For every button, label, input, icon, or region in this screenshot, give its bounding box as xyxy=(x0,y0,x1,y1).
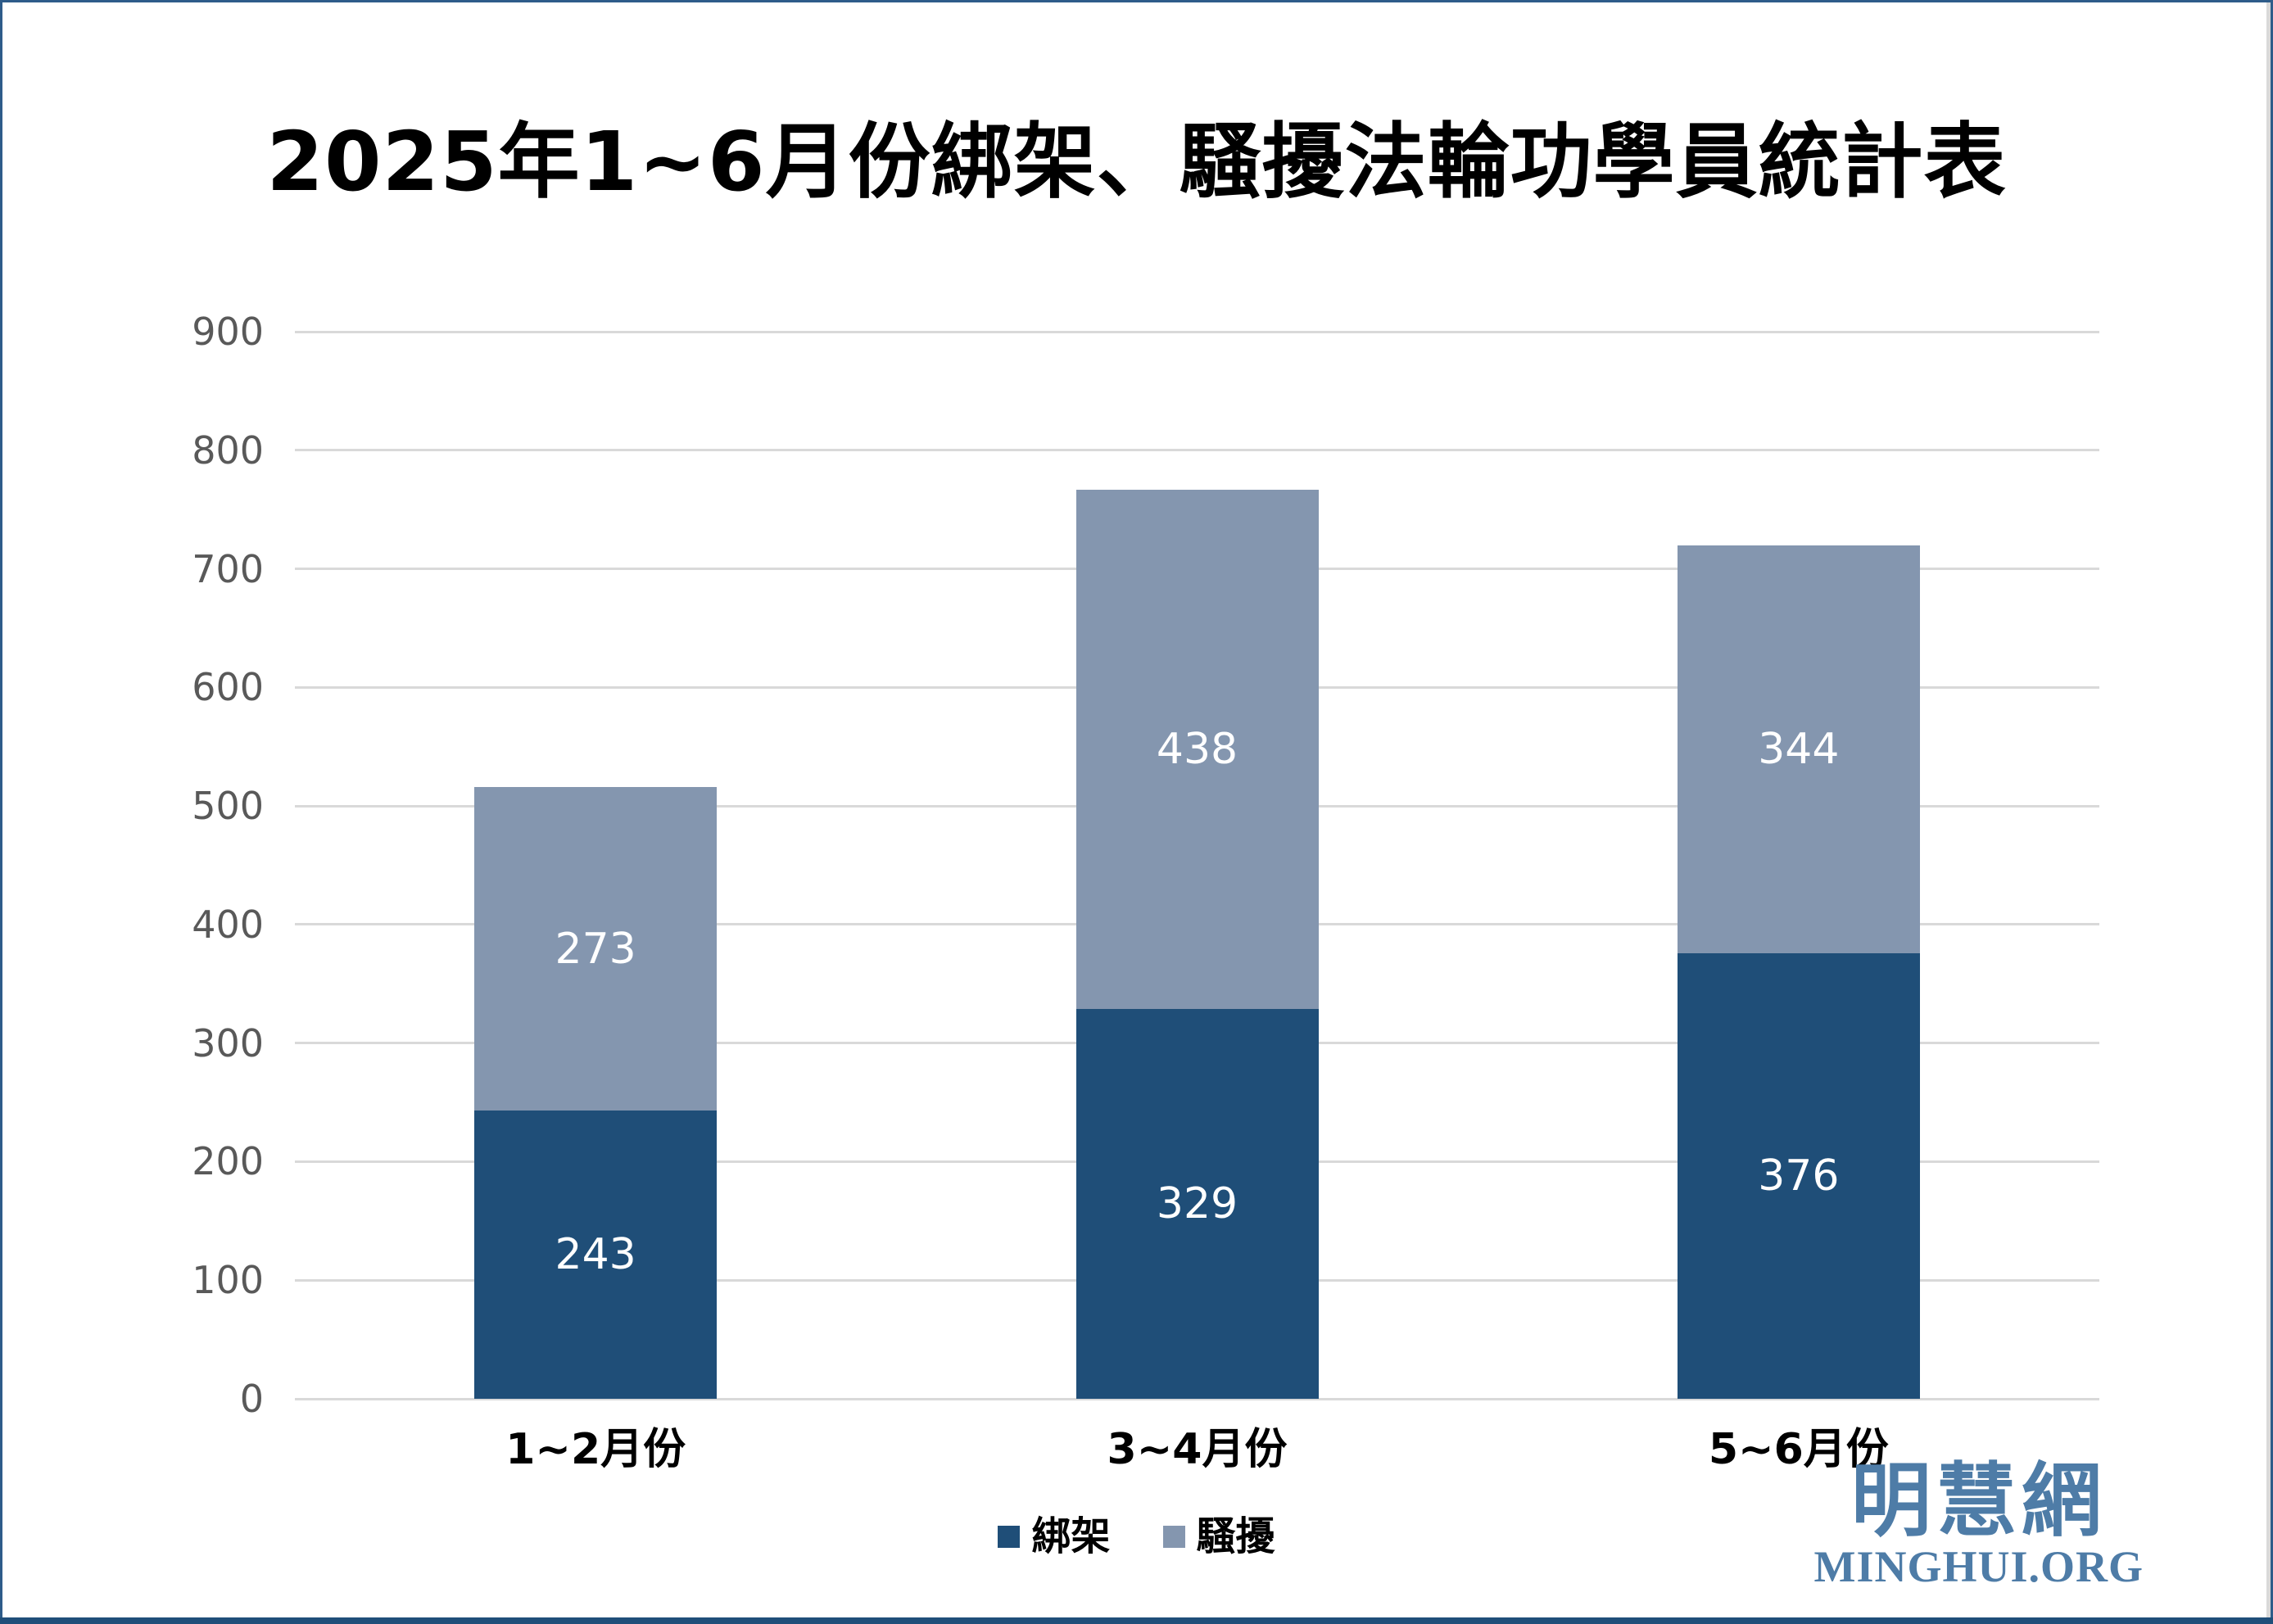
bar-segment-騷擾 xyxy=(1677,545,1920,953)
minghui-logo-chinese: 明慧網 xyxy=(1850,1454,2107,1548)
x-axis-category-label: 1~2月份 xyxy=(505,1425,686,1474)
bar-value-label: 329 xyxy=(1156,1178,1238,1228)
y-axis-tick-label: 900 xyxy=(192,310,264,354)
chart-title: 2025年1~6月份綁架、騷擾法輪功學員統計表 xyxy=(266,114,2007,210)
bar-value-label: 273 xyxy=(555,924,636,974)
y-axis-tick-label: 400 xyxy=(192,902,264,947)
bar-value-label: 376 xyxy=(1758,1151,1840,1201)
gridline xyxy=(295,330,2099,333)
legend-swatch-騷擾 xyxy=(1162,1525,1185,1548)
bar-segment-綁架 xyxy=(474,1111,718,1399)
x-axis-category-label: 3~4月份 xyxy=(1107,1425,1288,1474)
legend-label: 綁架 xyxy=(1031,1513,1111,1559)
legend-swatch-綁架 xyxy=(998,1525,1021,1548)
y-axis-tick-label: 100 xyxy=(192,1258,264,1303)
y-axis-tick-label: 300 xyxy=(192,1020,264,1065)
bar-value-label: 344 xyxy=(1758,724,1840,774)
gridline xyxy=(295,449,2099,452)
gridline xyxy=(295,1397,2099,1400)
bar-segment-綁架 xyxy=(1075,1008,1319,1399)
chart-legend: 綁架 騷擾 xyxy=(0,1517,2273,1556)
bottom-border-strip xyxy=(0,1617,2273,1624)
minghui-logo: 明慧網 MINGHUI.ORG xyxy=(1814,1459,2144,1590)
y-axis-tick-label: 700 xyxy=(192,546,264,591)
bar-segment-騷擾 xyxy=(474,786,718,1111)
minghui-logo-english: MINGHUI.ORG xyxy=(1813,1542,2144,1591)
bar-segment-騷擾 xyxy=(1075,489,1319,1009)
legend-item-騷擾: 騷擾 xyxy=(1162,1513,1275,1559)
bar-value-label: 243 xyxy=(555,1230,636,1280)
bar-value-label: 438 xyxy=(1156,724,1238,774)
legend-item-綁架: 綁架 xyxy=(998,1513,1111,1559)
y-axis-tick-label: 800 xyxy=(192,427,264,473)
y-axis-tick-label: 200 xyxy=(192,1139,264,1184)
x-axis-category-label: 5~6月份 xyxy=(1708,1425,1889,1474)
right-inner-strip xyxy=(2266,2,2271,1622)
y-axis-tick-label: 500 xyxy=(192,784,264,829)
bar-segment-綁架 xyxy=(1677,952,1920,1399)
legend-label: 騷擾 xyxy=(1196,1513,1275,1559)
y-axis-tick-label: 0 xyxy=(239,1377,264,1421)
y-axis-tick-label: 600 xyxy=(192,665,264,710)
